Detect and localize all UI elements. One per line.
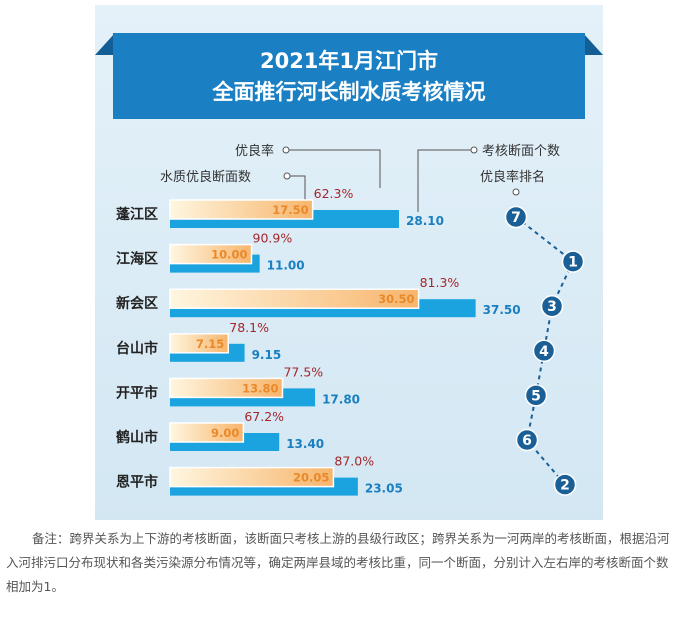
good-value-label: 10.00: [211, 248, 247, 262]
good-bar: [169, 377, 284, 399]
category-label: 台山市: [116, 340, 158, 357]
rank-number: 5: [531, 388, 541, 404]
good-value-label: 13.80: [242, 381, 278, 395]
rank-circle: [524, 384, 548, 407]
rank-number: 6: [522, 433, 532, 449]
good-value-label: 9.00: [211, 426, 239, 440]
legend-rate-marker: [282, 146, 290, 154]
good-bar: [169, 466, 335, 488]
rate-label: 62.3%: [314, 186, 354, 201]
total-value-label: 23.05: [365, 482, 403, 496]
total-value-label: 9.15: [252, 348, 282, 362]
good-value-label: 17.50: [272, 203, 308, 217]
rank-markers: 7 1 3 4 5 6 2: [504, 205, 585, 496]
rate-label: 78.1%: [229, 320, 269, 335]
rank-circle: [515, 428, 539, 452]
category-label: 开平市: [116, 384, 158, 401]
legend-rate-label: 优良率: [235, 143, 274, 159]
rate-label: 77.5%: [283, 364, 323, 379]
footnote: 备注：跨界关系为上下游的考核断面，该断面只考核上游的县级行政区；跨界关系为一河两…: [6, 531, 670, 594]
category-label: 江海区: [116, 251, 158, 268]
legend-good-leader: [290, 175, 306, 204]
total-value-label: 28.10: [406, 214, 444, 228]
chart-title-line1: 2021年1月江门市: [260, 49, 438, 73]
category-label: 蓬江区: [116, 206, 158, 223]
rank-number: 7: [511, 210, 521, 226]
infographic: 2021年1月江门市 全面推行河长制水质考核情况 优良率 水质优良断面数 考核断…: [95, 5, 603, 520]
good-bar: [169, 288, 420, 309]
good-bar: [169, 243, 253, 265]
rank-circle: [504, 205, 528, 229]
legend-rank-marker: [512, 188, 520, 196]
legend-total-marker: [470, 146, 478, 154]
legend-rate-leader: [289, 149, 381, 188]
rate-label: 67.2%: [244, 409, 284, 424]
rank-number: 3: [547, 299, 557, 315]
category-label: 新会区: [116, 295, 158, 312]
rank-number: 4: [539, 344, 549, 360]
category-label: 恩平市: [116, 474, 158, 491]
legend-good-label: 水质优良断面数: [160, 169, 251, 185]
category-label: 鹤山市: [116, 429, 158, 446]
good-value-label: 30.50: [378, 292, 414, 306]
rank-number: 1: [568, 255, 578, 271]
rank-number: 2: [560, 478, 570, 494]
rate-label: 90.9%: [253, 231, 293, 246]
legend: 优良率 水质优良断面数 考核断面个数 优良率排名: [160, 143, 560, 212]
legend-good-marker: [283, 172, 291, 180]
good-bar: [169, 422, 245, 443]
good-bar: [169, 333, 230, 354]
total-value-label: 37.50: [483, 303, 521, 317]
rank-circle: [540, 294, 564, 318]
total-value-label: 13.40: [286, 437, 324, 451]
rate-label: 81.3%: [420, 275, 460, 290]
rank-circle: [561, 250, 585, 273]
good-value-label: 20.05: [293, 471, 329, 485]
total-value-label: 17.80: [322, 392, 360, 406]
rank-circle: [553, 473, 577, 496]
rate-label: 87.0%: [334, 454, 374, 469]
bars: 蓬江区 17.50 62.3% 28.10 江海区 10.00 90.9% 11.00 新会区 3…: [116, 186, 521, 496]
title-banner: 2021年1月江门市 全面推行河长制水质考核情况: [95, 33, 603, 119]
chart-title-line2: 全面推行河长制水质考核情况: [212, 80, 486, 104]
legend-rank-label: 优良率排名: [480, 169, 545, 185]
good-value-label: 7.15: [196, 337, 224, 351]
good-bar: [169, 199, 314, 220]
legend-total-leader: [417, 149, 471, 212]
rank-circle: [532, 339, 556, 363]
legend-total-label: 考核断面个数: [482, 144, 560, 159]
total-value-label: 11.00: [267, 259, 305, 273]
